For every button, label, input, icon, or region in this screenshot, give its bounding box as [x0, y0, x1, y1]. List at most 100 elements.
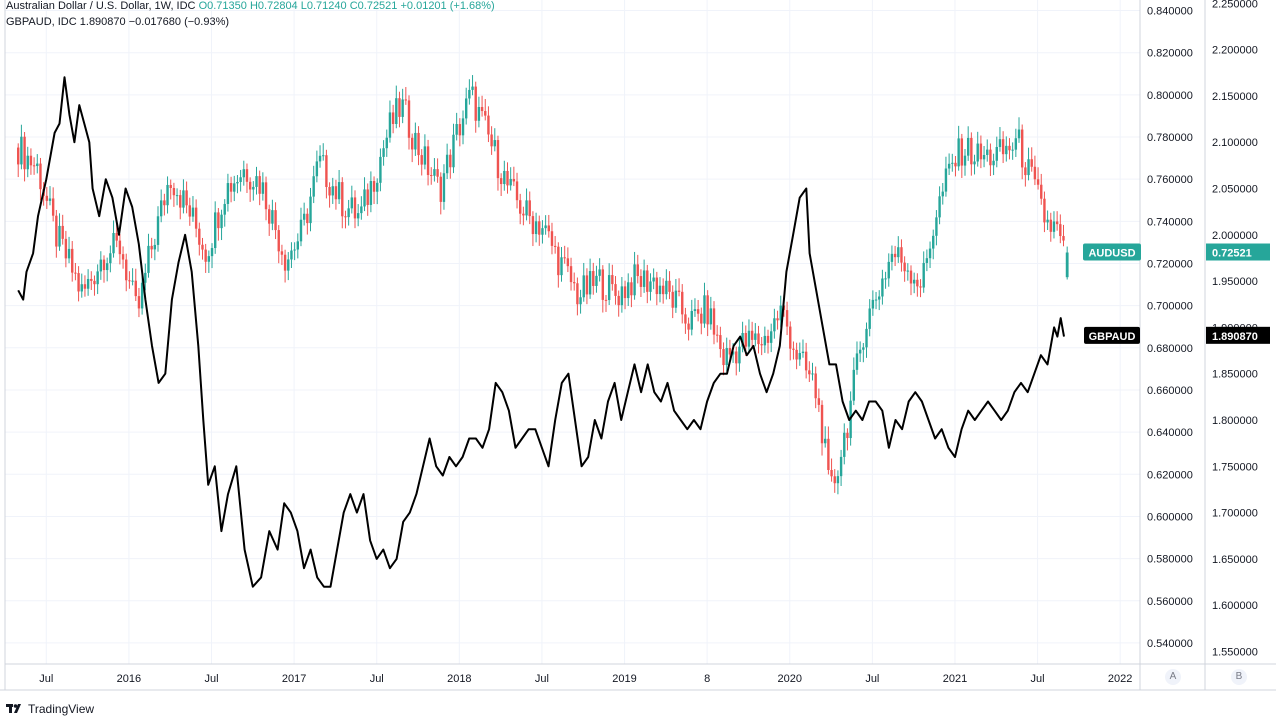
audusd-candle-body [258, 176, 261, 194]
audusd-candle-body [80, 284, 83, 292]
audusd-candle-body [557, 246, 560, 276]
audusd-candle-body [655, 277, 659, 295]
audusd-candle-body [792, 348, 795, 350]
audusd-candle-body [541, 228, 544, 235]
audusd-candle-body [45, 195, 49, 201]
audusd-candle-body [573, 282, 576, 284]
audusd-candle-body [220, 214, 223, 229]
audusd-candle-body [430, 175, 433, 177]
audusd-candle-body [1046, 219, 1049, 223]
audusd-candle-body [493, 140, 496, 147]
audusd-candle-body [315, 161, 319, 177]
audusd-candle-body [665, 280, 668, 295]
audusd-candle-body [954, 162, 957, 167]
x-tick-label: Jul [1031, 673, 1045, 685]
audusd-candle-body [433, 169, 436, 176]
audusd-candle-body [159, 200, 163, 217]
audusd-candle-body [1027, 159, 1030, 176]
audusd-candle-body [995, 147, 998, 161]
audusd-candle-body [509, 178, 512, 186]
audusd-candle-body [268, 209, 271, 224]
audusd-candle-body [646, 270, 649, 292]
gbpaud-price-badge-value: 1.890870 [1212, 331, 1258, 343]
audusd-candle-body [1020, 129, 1024, 168]
legend-audusd-name: Australian Dollar / U.S. Dollar, 1W, IDC [6, 0, 196, 12]
audusd-candle-body [23, 136, 26, 170]
audusd-candle-body [801, 351, 805, 354]
legend-high: H0.72804 [249, 0, 298, 12]
audusd-candle-body [144, 272, 147, 283]
audusd-candle-body [369, 181, 373, 205]
scale-a-button[interactable]: A [1165, 669, 1181, 685]
audusd-candle-body [547, 225, 550, 232]
audusd-candle-body [474, 86, 477, 121]
audusd-candle-body [871, 299, 875, 309]
audusd-candle-body [649, 281, 652, 292]
audusd-candle-body [264, 182, 268, 210]
left-axis-tick-label: 0.700000 [1147, 301, 1193, 313]
x-tick-label: 2019 [612, 673, 636, 685]
gbpaud-badge-label: GBPAUD [1089, 331, 1136, 343]
audusd-candle-body [1036, 179, 1040, 185]
audusd-candle-body [617, 295, 620, 306]
audusd-candle-body [862, 347, 865, 350]
audusd-candle-body [480, 106, 484, 112]
audusd-candle-body [636, 264, 639, 277]
audusd-candle-body [452, 134, 455, 168]
audusd-candle-body [188, 205, 191, 217]
audusd-candle-body [417, 132, 420, 156]
audusd-candle-body [382, 148, 385, 157]
x-tick-label: 2021 [943, 673, 967, 685]
audusd-candle-body [83, 284, 87, 289]
right-axis-tick-label: 1.650000 [1212, 554, 1258, 566]
audusd-candle-body [185, 190, 188, 206]
audusd-candle-body [426, 146, 430, 176]
audusd-candle-body [811, 373, 814, 375]
audusd-candle-body [64, 238, 68, 259]
audusd-candle-body [121, 254, 125, 260]
audusd-candle-body [499, 178, 503, 185]
audusd-candle-body [331, 186, 334, 196]
audusd-candle-body [804, 351, 808, 371]
audusd-candle-body [973, 161, 976, 165]
audusd-candle-body [1001, 139, 1005, 155]
audusd-candle-body [951, 162, 954, 164]
audusd-candle-body [944, 168, 948, 192]
audusd-candle-body [245, 169, 249, 182]
audusd-candle-body [26, 155, 29, 170]
audusd-candle-body [963, 155, 967, 166]
audusd-candle-body [715, 334, 719, 336]
audusd-candle-body [620, 286, 624, 306]
audusd-candle-body [941, 191, 944, 197]
audusd-candle-body [579, 297, 582, 305]
audusd-candle-body [569, 266, 573, 283]
audusd-candle-body [785, 310, 789, 327]
x-tick-label: 8 [704, 673, 710, 685]
tradingview-brand[interactable]: TradingView [6, 702, 94, 716]
audusd-candle-body [353, 197, 357, 219]
audusd-candle-body [96, 271, 99, 285]
audusd-candle-body [874, 299, 878, 301]
audusd-candle-body [236, 181, 239, 184]
x-tick-label: 2016 [117, 673, 141, 685]
audusd-candle-body [468, 89, 471, 99]
audusd-candle-body [611, 275, 614, 285]
audusd-badge-label: AUDUSD [1088, 248, 1135, 260]
audusd-candle-body [299, 219, 303, 242]
audusd-candle-body [1055, 221, 1059, 225]
audusd-candle-body [595, 275, 598, 286]
audusd-candle-body [750, 330, 754, 340]
audusd-candle-body [585, 275, 589, 295]
audusd-candle-body [207, 256, 211, 262]
audusd-candle-body [436, 169, 439, 177]
audusd-candle-body [598, 269, 601, 276]
audusd-name-badge [1083, 243, 1141, 261]
gbpaud-line [17, 76, 1065, 588]
scale-b-button[interactable]: B [1231, 669, 1247, 685]
audusd-candle-body [833, 476, 836, 484]
gbpaud-name-badge [1084, 326, 1140, 344]
audusd-candle-body [757, 333, 760, 345]
audusd-candle-body [140, 282, 144, 309]
audusd-candle-body [986, 149, 989, 155]
